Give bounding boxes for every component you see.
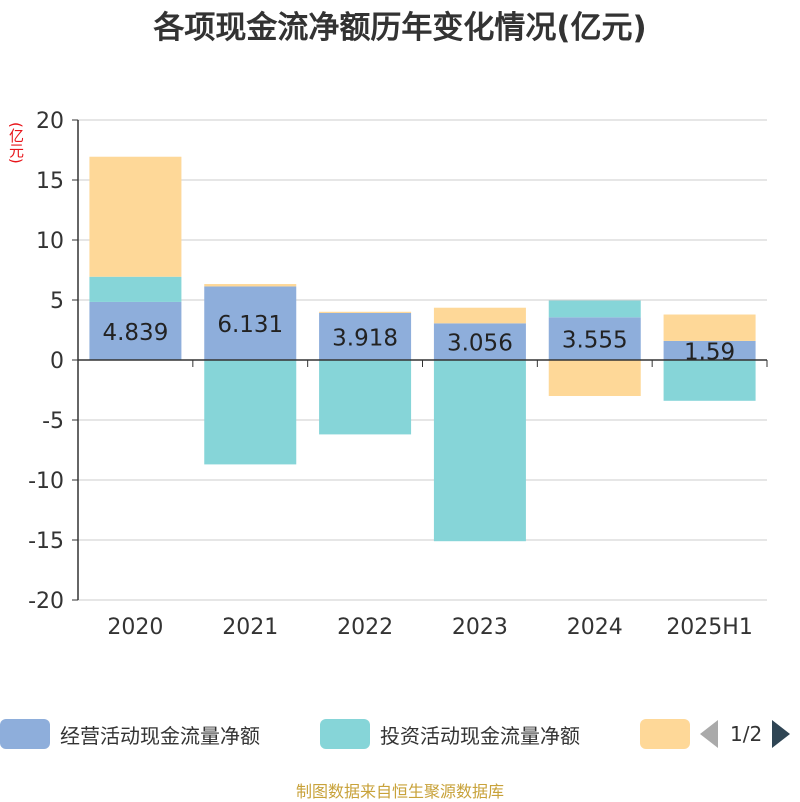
legend-swatch-investing	[320, 719, 370, 749]
data-label-operating: 3.918	[332, 325, 398, 351]
data-label-operating: 3.555	[562, 328, 628, 354]
data-source-note: 制图数据来自恒生聚源数据库	[295, 782, 504, 801]
bar-investing	[204, 360, 297, 465]
bar-financing	[663, 314, 756, 341]
bar-operating	[433, 323, 526, 360]
x-tick-label: 2020	[107, 615, 163, 640]
legend-swatch-operating	[0, 719, 50, 749]
bar-financing	[89, 156, 182, 277]
bar-financing	[548, 360, 641, 396]
y-axis-unit: (亿元)	[7, 122, 25, 164]
y-tick-label: 20	[36, 109, 64, 134]
cashflow-chart: 20 15 10 5 0 -5 -10 -15 -20 4.839 6.131 3.918 3.056 3…	[28, 109, 768, 640]
bar-investing	[319, 360, 412, 435]
legend-pager: 1/2	[700, 714, 791, 754]
legend-label-operating: 经营活动现金流量净额	[60, 723, 260, 748]
legend-item-financing[interactable]	[640, 714, 690, 754]
legend-prev-arrow-icon[interactable]	[700, 720, 718, 748]
bar-investing	[433, 360, 526, 542]
bar-operating	[663, 340, 756, 360]
y-tick-label: 10	[36, 229, 64, 254]
y-tick-label: -10	[28, 469, 64, 494]
bar-operating	[319, 312, 412, 360]
bar-financing	[319, 311, 412, 313]
y-tick-label: 0	[50, 349, 64, 374]
bar-operating	[89, 301, 182, 360]
x-tick-label: 2021	[222, 615, 278, 640]
legend-swatch-financing	[640, 719, 690, 749]
y-tick-label: -15	[28, 529, 64, 554]
y-tick-label: 15	[36, 169, 64, 194]
y-tick-label: 5	[50, 289, 64, 314]
legend-next-arrow-icon[interactable]	[772, 720, 791, 748]
chart-title: 各项现金流净额历年变化情况(亿元)	[153, 10, 647, 46]
x-tick-label: 2025H1	[666, 615, 753, 640]
bar-operating	[204, 286, 297, 360]
legend-item-operating[interactable]: 经营活动现金流量净额	[0, 714, 260, 754]
data-label-operating: 6.131	[217, 312, 283, 338]
bar-financing	[433, 307, 526, 324]
chart-legend: 经营活动现金流量净额 投资活动现金流量净额 1/2	[0, 714, 800, 754]
bar-investing	[663, 360, 756, 401]
legend-item-investing[interactable]: 投资活动现金流量净额	[320, 714, 580, 754]
bar-operating	[548, 317, 641, 360]
bar-financing	[204, 284, 297, 287]
y-tick-label: -5	[42, 409, 64, 434]
x-tick-label: 2022	[337, 615, 393, 640]
x-tick-label: 2024	[567, 615, 623, 640]
data-label-operating: 3.056	[447, 331, 513, 357]
bar-investing	[89, 276, 182, 302]
legend-page-indicator: 1/2	[730, 722, 763, 746]
legend-label-investing: 投资活动现金流量净额	[380, 723, 580, 748]
data-label-operating: 4.839	[102, 320, 168, 346]
data-label-operating: 1.59	[684, 339, 735, 365]
x-tick-label: 2023	[452, 615, 508, 640]
bar-investing	[548, 300, 641, 318]
y-tick-label: -20	[28, 589, 64, 614]
